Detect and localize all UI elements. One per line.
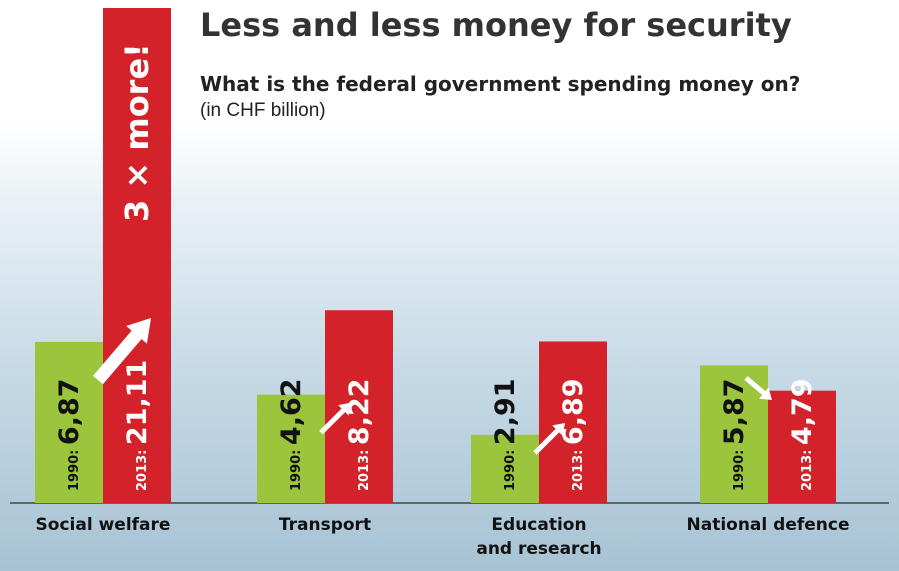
bar-2013	[103, 8, 171, 503]
data-label-value: 21,11	[122, 360, 153, 445]
trend-arrow-shaft	[93, 325, 146, 385]
data-label-prefix: 1990:	[67, 445, 82, 491]
category-label: Education	[491, 515, 586, 535]
bar-2013	[768, 390, 836, 503]
data-label-value: 6,89	[558, 378, 589, 445]
callout-three-times-more: 3 × more!	[118, 43, 156, 222]
data-label-prefix: 2013:	[571, 445, 586, 491]
category-label: Transport	[279, 515, 371, 535]
data-label-value: 6,87	[54, 378, 85, 445]
bar-2013	[325, 310, 393, 503]
data-label-1990: 1990: 6,87	[54, 378, 85, 491]
data-label-2013: 2013: 4,79	[787, 378, 818, 491]
bar-1990	[35, 341, 103, 503]
data-label-prefix: 2013:	[135, 445, 150, 491]
data-label-2013: 2013: 21,11	[122, 360, 153, 491]
data-label-2013: 2013: 6,89	[558, 378, 589, 491]
trend-arrow-head	[338, 402, 351, 416]
trend-arrow-shaft	[744, 376, 768, 397]
data-label-prefix: 2013:	[800, 445, 815, 491]
data-label-1990: 1990: 5,87	[719, 378, 750, 491]
data-label-1990: 1990: 2,91	[490, 378, 521, 491]
chart-title: Less and less money for security	[200, 6, 792, 44]
category-label: Social welfare	[36, 515, 171, 535]
trend-arrow-head	[126, 318, 151, 344]
bar-2013	[539, 341, 607, 503]
trend-arrow-shaft	[319, 406, 348, 435]
bar-1990	[257, 394, 325, 503]
data-label-value: 4,79	[787, 378, 818, 445]
data-label-prefix: 1990:	[289, 445, 304, 491]
trend-arrow-head	[759, 387, 772, 400]
chart-subtitle: What is the federal government spending …	[200, 72, 801, 96]
data-label-value: 4,62	[276, 378, 307, 445]
data-label-value: 5,87	[719, 378, 750, 445]
trend-arrow-head	[552, 423, 565, 436]
data-label-prefix: 1990:	[732, 445, 747, 491]
data-label-value: 2,91	[490, 378, 521, 445]
data-label-1990: 1990: 4,62	[276, 378, 307, 491]
data-label-prefix: 1990:	[503, 445, 518, 491]
trend-arrow-shaft	[533, 426, 562, 455]
data-label-prefix: 2013:	[357, 445, 372, 491]
bar-1990	[471, 434, 539, 503]
category-label: and research	[476, 539, 601, 559]
category-label: National defence	[687, 515, 850, 535]
unit-note: (in CHF billion)	[200, 100, 326, 121]
